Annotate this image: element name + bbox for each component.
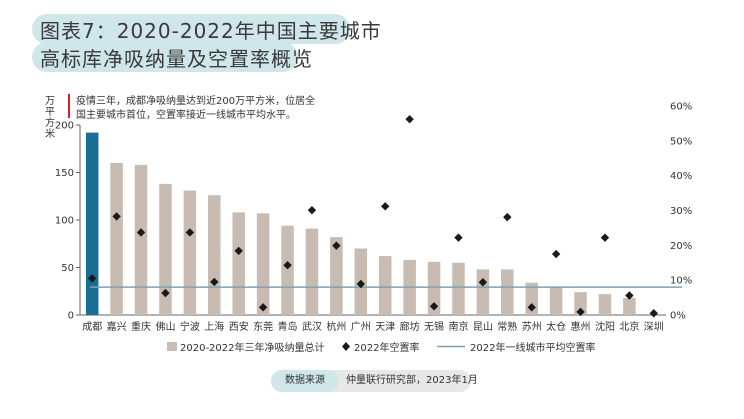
vacancy-marker xyxy=(234,246,243,256)
y2-axis-tick-label: 30% xyxy=(670,206,692,217)
x-axis-tick-label: 惠州 xyxy=(571,320,591,333)
y-axis-unit-label: 万平方米 xyxy=(45,96,55,140)
vacancy-marker xyxy=(503,212,512,222)
x-axis-tick-label: 杭州 xyxy=(326,320,346,333)
vacancy-marker xyxy=(551,249,561,259)
vacancy-marker xyxy=(283,260,292,270)
chart-note-line1: 疫情三年，成都净吸纳量达到近200万平方米，位居全 xyxy=(76,96,316,107)
x-axis-tick-label: 广州 xyxy=(351,321,371,333)
x-axis-tick-label: 廊坊 xyxy=(400,320,420,333)
x-axis-tick-label: 天津 xyxy=(375,321,395,333)
bar xyxy=(378,256,392,315)
source-label: 数据来源 xyxy=(271,370,339,392)
bar xyxy=(183,190,197,315)
x-axis-tick-label: 佛山 xyxy=(155,320,175,333)
x-axis-tick-label: 沈阳 xyxy=(595,320,615,333)
y-axis-tick-label: 0 xyxy=(68,311,74,322)
x-axis-tick-label: 上海 xyxy=(204,320,224,333)
bar xyxy=(598,294,612,315)
vacancy-marker xyxy=(429,302,439,311)
vacancy-marker xyxy=(210,277,219,287)
vacancy-marker xyxy=(307,205,317,215)
vacancy-marker xyxy=(649,309,658,318)
vacancy-marker xyxy=(576,307,585,317)
y2-axis-tick-label: 50% xyxy=(670,136,692,147)
legend-bar-swatch xyxy=(167,342,177,351)
vacancy-marker xyxy=(258,303,268,312)
y-axis-tick-label: 150 xyxy=(55,168,74,179)
x-axis-tick-label: 成都 xyxy=(82,321,102,333)
vacancy-marker xyxy=(356,279,365,289)
vacancy-marker xyxy=(112,212,121,221)
bar xyxy=(427,261,441,315)
vacancy-marker xyxy=(454,233,463,242)
x-axis-tick-label: 深圳 xyxy=(644,321,664,333)
vacancy-marker xyxy=(185,228,195,237)
legend-bars-label: 2020-2022年三年净吸纳量总计 xyxy=(180,343,325,354)
bar xyxy=(208,195,221,315)
x-axis-tick-label: 昆山 xyxy=(473,321,493,333)
x-axis-tick-label: 南京 xyxy=(448,320,468,333)
x-axis-tick-label: 苏州 xyxy=(522,320,542,333)
bar xyxy=(623,297,636,315)
y2-axis-tick-label: 0% xyxy=(670,311,686,322)
x-axis-tick-label: 太仓 xyxy=(546,320,566,333)
y2-axis-tick-label: 20% xyxy=(670,241,692,252)
vacancy-marker xyxy=(88,274,97,283)
bar xyxy=(476,269,490,315)
vacancy-marker xyxy=(600,233,610,242)
vacancy-marker xyxy=(136,228,146,237)
x-axis-tick-label: 西安 xyxy=(229,320,249,333)
vacancy-marker xyxy=(332,241,341,250)
y2-axis-tick-label: 10% xyxy=(670,276,692,287)
bar xyxy=(501,269,514,315)
y-axis-tick-label: 200 xyxy=(55,121,74,132)
bar xyxy=(85,132,99,315)
x-axis-tick-label: 重庆 xyxy=(131,320,151,333)
legend-marker-swatch xyxy=(342,342,350,351)
y2-axis-tick-label: 60% xyxy=(670,102,692,113)
bar xyxy=(281,225,294,315)
bar xyxy=(159,183,172,315)
vacancy-marker xyxy=(381,202,390,211)
x-axis-tick-label: 无锡 xyxy=(424,320,444,333)
bar xyxy=(256,213,270,315)
chart-title-line2: 高标库净吸纳量及空置率概览 xyxy=(40,47,313,71)
y-axis-tick-label: 50 xyxy=(61,263,74,274)
y-axis-tick-label: 100 xyxy=(55,216,74,227)
bar xyxy=(134,164,148,315)
x-axis-tick-label: 嘉兴 xyxy=(107,320,127,333)
chart-title-line1: 图表7：2020-2022年中国主要城市 xyxy=(40,19,382,43)
legend-line-label: 2022年一线城市平均空置率 xyxy=(470,343,596,354)
legend-markers-label: 2022年空置率 xyxy=(354,343,420,354)
bar xyxy=(232,212,245,315)
note-accent-bar xyxy=(68,94,70,118)
bar xyxy=(549,286,563,315)
title-highlight-2 xyxy=(32,42,298,72)
vacancy-marker xyxy=(527,303,536,312)
x-axis-tick-label: 宁波 xyxy=(180,320,200,333)
vacancy-marker xyxy=(405,115,414,124)
x-axis-tick-label: 常熟 xyxy=(497,320,517,333)
x-axis-tick-label: 武汉 xyxy=(302,320,322,333)
x-axis-tick-label: 青岛 xyxy=(278,320,298,333)
bar xyxy=(574,292,587,315)
x-axis-tick-label: 东莞 xyxy=(253,320,273,333)
bar xyxy=(330,237,343,315)
vacancy-marker xyxy=(161,288,170,298)
source-text: 仲量联行研究部，2023年1月 xyxy=(346,375,478,386)
x-axis-tick-label: 北京 xyxy=(619,320,639,333)
title-highlight-1 xyxy=(32,14,350,44)
vacancy-marker xyxy=(625,291,634,300)
bar xyxy=(452,262,465,315)
vacancy-marker xyxy=(478,278,488,287)
bar xyxy=(110,163,123,315)
chart-note-line2: 国主要城市首位，空置率接近一线城市平均水平。 xyxy=(76,110,296,121)
y2-axis-tick-label: 40% xyxy=(670,171,692,182)
bar xyxy=(305,228,319,315)
